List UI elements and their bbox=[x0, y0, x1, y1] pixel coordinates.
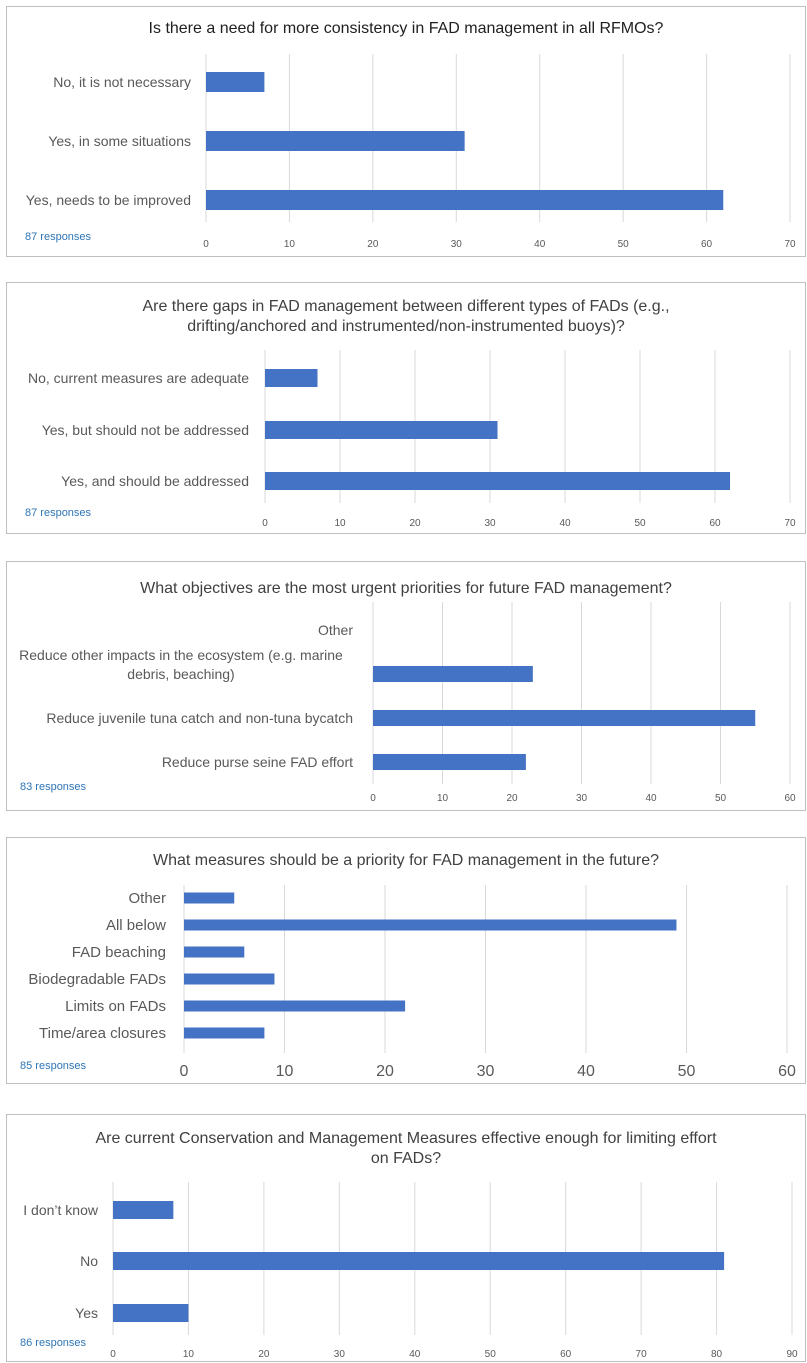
tick-label: 70 bbox=[636, 1349, 648, 1360]
category-label: No, current measures are adequate bbox=[28, 370, 249, 386]
chart-panel-3: What objectives are the most urgent prio… bbox=[6, 561, 806, 811]
chart-plot: 0 10 20 30 40 50 60 Other Reduce other impacts i… bbox=[19, 602, 796, 804]
tick-label: 20 bbox=[258, 1349, 270, 1360]
chart-panel-2: Are there gaps in FAD management between… bbox=[6, 282, 806, 534]
tick-label: 70 bbox=[784, 239, 796, 250]
bar bbox=[184, 892, 235, 904]
tick-label: 0 bbox=[203, 239, 209, 250]
bar bbox=[206, 131, 465, 151]
tick-label: 70 bbox=[784, 518, 796, 529]
category-label: Other bbox=[128, 890, 166, 907]
bar bbox=[184, 946, 245, 958]
tick-label: 0 bbox=[110, 1349, 116, 1360]
tick-label: 40 bbox=[559, 518, 571, 529]
chart-panel-5: Are current Conservation and Management … bbox=[6, 1114, 806, 1362]
category-label-line: debris, beaching) bbox=[127, 666, 234, 682]
tick-label: 60 bbox=[709, 518, 721, 529]
tick-label: 80 bbox=[711, 1349, 723, 1360]
chart-title: Is there a need for more consistency in … bbox=[148, 20, 664, 37]
tick-label: 10 bbox=[334, 518, 346, 529]
category-label: FAD beaching bbox=[72, 944, 166, 961]
tick-label: 50 bbox=[678, 1063, 696, 1080]
category-label: Reduce other impacts in the ecosystem (e… bbox=[19, 647, 343, 682]
bar bbox=[373, 666, 533, 682]
bar bbox=[113, 1201, 174, 1219]
tick-label: 20 bbox=[376, 1063, 394, 1080]
bar bbox=[184, 1000, 406, 1012]
tick-label: 30 bbox=[477, 1063, 495, 1080]
tick-label: 30 bbox=[334, 1349, 346, 1360]
tick-label: 60 bbox=[701, 239, 713, 250]
category-label: No, it is not necessary bbox=[53, 74, 191, 90]
category-label: Reduce juvenile tuna catch and non-tuna … bbox=[46, 710, 353, 726]
category-label: Time/area closures bbox=[39, 1025, 166, 1042]
category-label-line: Reduce other impacts in the ecosystem (e… bbox=[19, 647, 343, 663]
tick-label: 30 bbox=[576, 793, 588, 804]
category-label: All below bbox=[106, 917, 166, 934]
responses-count: 86 responses bbox=[20, 1337, 87, 1349]
category-label: Reduce purse seine FAD effort bbox=[162, 754, 353, 770]
tick-label: 50 bbox=[618, 239, 630, 250]
bar bbox=[373, 710, 756, 726]
category-label: Other bbox=[318, 622, 353, 638]
tick-label: 40 bbox=[645, 793, 657, 804]
category-label: Yes, and should be addressed bbox=[61, 473, 249, 489]
bar bbox=[184, 919, 677, 931]
tick-label: 10 bbox=[437, 793, 449, 804]
tick-label: 40 bbox=[577, 1063, 595, 1080]
responses-count: 83 responses bbox=[20, 781, 87, 793]
chart-panel-1: Is there a need for more consistency in … bbox=[6, 6, 806, 257]
tick-label: 20 bbox=[409, 518, 421, 529]
tick-label: 60 bbox=[784, 793, 796, 804]
category-label: Yes, but should not be addressed bbox=[42, 422, 249, 438]
category-label: Biodegradable FADs bbox=[28, 971, 166, 988]
tick-label: 20 bbox=[506, 793, 518, 804]
chart-panel-4: What measures should be a priority for F… bbox=[6, 837, 806, 1084]
tick-label: 10 bbox=[183, 1349, 195, 1360]
responses-count: 87 responses bbox=[25, 231, 92, 243]
tick-label: 60 bbox=[778, 1063, 796, 1080]
tick-label: 20 bbox=[367, 239, 379, 250]
tick-label: 50 bbox=[485, 1349, 497, 1360]
chart-plot: 0 10 20 30 40 50 60 70 No, current measures are … bbox=[28, 350, 796, 529]
bar bbox=[206, 72, 265, 92]
bar bbox=[184, 973, 275, 985]
tick-label: 0 bbox=[262, 518, 268, 529]
category-label: Yes bbox=[75, 1305, 98, 1321]
chart-title: What measures should be a priority for F… bbox=[152, 852, 660, 869]
chart-title: Are there gaps in FAD management between… bbox=[142, 298, 670, 335]
category-label: Yes, in some situations bbox=[48, 133, 191, 149]
bar bbox=[206, 190, 724, 210]
bar bbox=[265, 472, 730, 490]
category-label: I don’t know bbox=[23, 1202, 99, 1218]
chart-plot: 0 10 20 30 40 50 60 70 80 90 I don’t know No Yes bbox=[23, 1182, 798, 1360]
bar bbox=[265, 369, 318, 387]
tick-label: 50 bbox=[715, 793, 727, 804]
chart-plot: 0 10 20 30 40 50 60 Other All below FAD beaching B… bbox=[28, 885, 796, 1080]
tick-label: 50 bbox=[634, 518, 646, 529]
responses-count: 87 responses bbox=[25, 507, 92, 519]
category-label: No bbox=[80, 1253, 98, 1269]
bar bbox=[113, 1252, 725, 1270]
tick-label: 40 bbox=[409, 1349, 421, 1360]
chart-plot: 0 10 20 30 40 50 60 70 No, it is not necessary Ye… bbox=[26, 54, 796, 250]
tick-label: 60 bbox=[560, 1349, 572, 1360]
chart-title: What objectives are the most urgent prio… bbox=[140, 580, 672, 597]
tick-label: 30 bbox=[484, 518, 496, 529]
tick-label: 30 bbox=[451, 239, 463, 250]
tick-label: 0 bbox=[180, 1063, 189, 1080]
tick-label: 10 bbox=[284, 239, 296, 250]
category-label: Limits on FADs bbox=[65, 998, 166, 1015]
bar bbox=[184, 1027, 265, 1039]
tick-label: 40 bbox=[534, 239, 546, 250]
tick-label: 10 bbox=[276, 1063, 294, 1080]
bar bbox=[113, 1304, 189, 1322]
responses-count: 85 responses bbox=[20, 1060, 87, 1072]
bar bbox=[265, 421, 498, 439]
tick-label: 90 bbox=[786, 1349, 798, 1360]
chart-title: Are current Conservation and Management … bbox=[95, 1130, 717, 1167]
bar bbox=[373, 754, 526, 770]
tick-label: 0 bbox=[370, 793, 376, 804]
category-label: Yes, needs to be improved bbox=[26, 192, 191, 208]
